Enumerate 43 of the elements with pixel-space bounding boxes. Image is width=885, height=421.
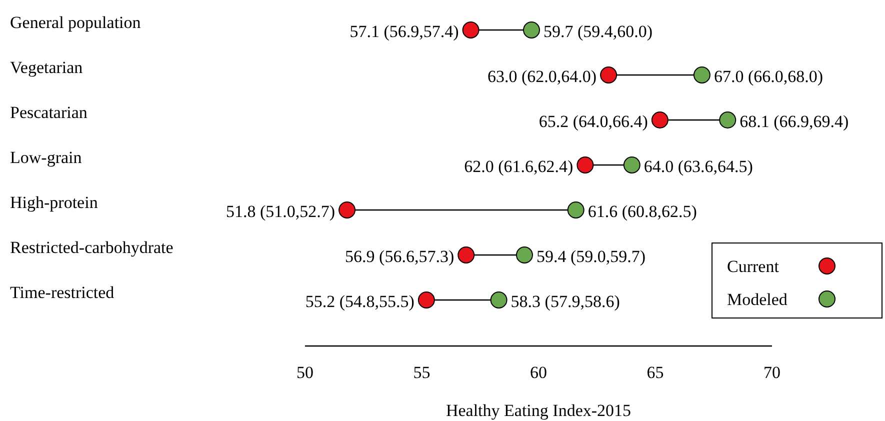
point: [516, 246, 533, 264]
y-tick-label: Time-restricted: [10, 283, 115, 302]
point: [719, 112, 736, 128]
y-tick-label: Restricted-carbohydrate: [10, 238, 174, 257]
point: [522, 22, 540, 38]
point: [693, 66, 710, 84]
point: [576, 156, 594, 174]
data-label: 56.9 (56.6,57.3): [345, 247, 454, 266]
y-tick-label: Vegetarian: [10, 58, 84, 77]
data-label: 62.0 (61.6,62.4): [464, 157, 574, 176]
y-tick-label: General population: [10, 13, 142, 32]
x-axis-title: Healthy Eating Index-2015: [446, 401, 632, 420]
data-label: 55.2 (54.8,55.5): [305, 292, 414, 311]
point: [567, 202, 584, 218]
x-tick-label: 60: [530, 363, 547, 382]
y-tick-label: Low-grain: [10, 148, 82, 167]
data-label: 64.0 (63.6,64.5): [644, 157, 753, 176]
point: [490, 292, 508, 308]
legend-label: Current: [727, 257, 780, 276]
x-tick-label: 50: [296, 363, 314, 382]
point: [458, 246, 475, 264]
legend-label: Modeled: [727, 290, 788, 309]
point: [418, 292, 435, 308]
data-label: 59.7 (59.4,60.0): [543, 22, 653, 41]
data-label: 57.1 (56.9,57.4): [350, 22, 459, 41]
data-label: 63.0 (62.0,64.0): [487, 67, 597, 86]
data-label: 61.6 (60.8,62.5): [588, 202, 697, 221]
point: [623, 156, 640, 174]
point: [651, 112, 668, 128]
point: [338, 202, 356, 218]
y-tick-label: Pescatarian: [10, 103, 88, 122]
data-label: 59.4 (59.0,59.7): [536, 247, 646, 266]
data-label: 65.2 (64.0,66.4): [538, 112, 648, 131]
x-tick-label: 55: [413, 363, 430, 382]
point: [600, 66, 618, 84]
y-tick-label: High-protein: [10, 193, 98, 212]
x-tick-label: 70: [764, 363, 780, 382]
point: [462, 22, 480, 38]
x-tick-label: 65: [646, 363, 664, 382]
data-label: 67.0 (66.0,68.0): [714, 67, 824, 86]
data-label: 58.3 (57.9,58.6): [510, 292, 620, 311]
data-label: 51.8 (51.0,52.7): [226, 202, 336, 221]
data-label: 68.1 (66.9,69.4): [740, 112, 849, 131]
